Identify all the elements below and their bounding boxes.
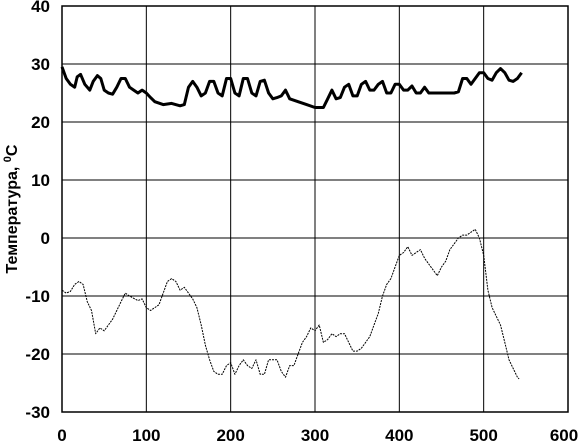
x-tick-label: 600 [550, 426, 578, 443]
y-tick-label: 10 [31, 171, 50, 190]
x-tick-label: 500 [469, 426, 497, 443]
y-tick-label: 30 [31, 55, 50, 74]
y-axis-label: Температура, 0С [2, 144, 21, 273]
y-tick-label: -10 [25, 287, 50, 306]
x-tick-label: 100 [132, 426, 160, 443]
y-tick-label: 0 [41, 229, 50, 248]
y-tick-label: 20 [31, 113, 50, 132]
x-tick-label: 200 [216, 426, 244, 443]
grid-lines [61, 5, 569, 413]
y-tick-label: 40 [31, 0, 50, 16]
series-line-2 [61, 228, 520, 380]
x-tick-label: 0 [57, 426, 66, 443]
series-line-1 [60, 66, 523, 109]
y-tick-label: -20 [25, 345, 50, 364]
x-tick-label: 300 [301, 426, 329, 443]
y-tick-label: -30 [25, 403, 50, 422]
y-axis-label-main: Температура, [4, 162, 21, 273]
x-tick-label: 400 [385, 426, 413, 443]
y-axis-label-unit: С [4, 144, 21, 156]
series-layer [60, 66, 523, 380]
y-axis-label-superscript: 0 [2, 156, 14, 162]
plot-frame [61, 5, 569, 413]
